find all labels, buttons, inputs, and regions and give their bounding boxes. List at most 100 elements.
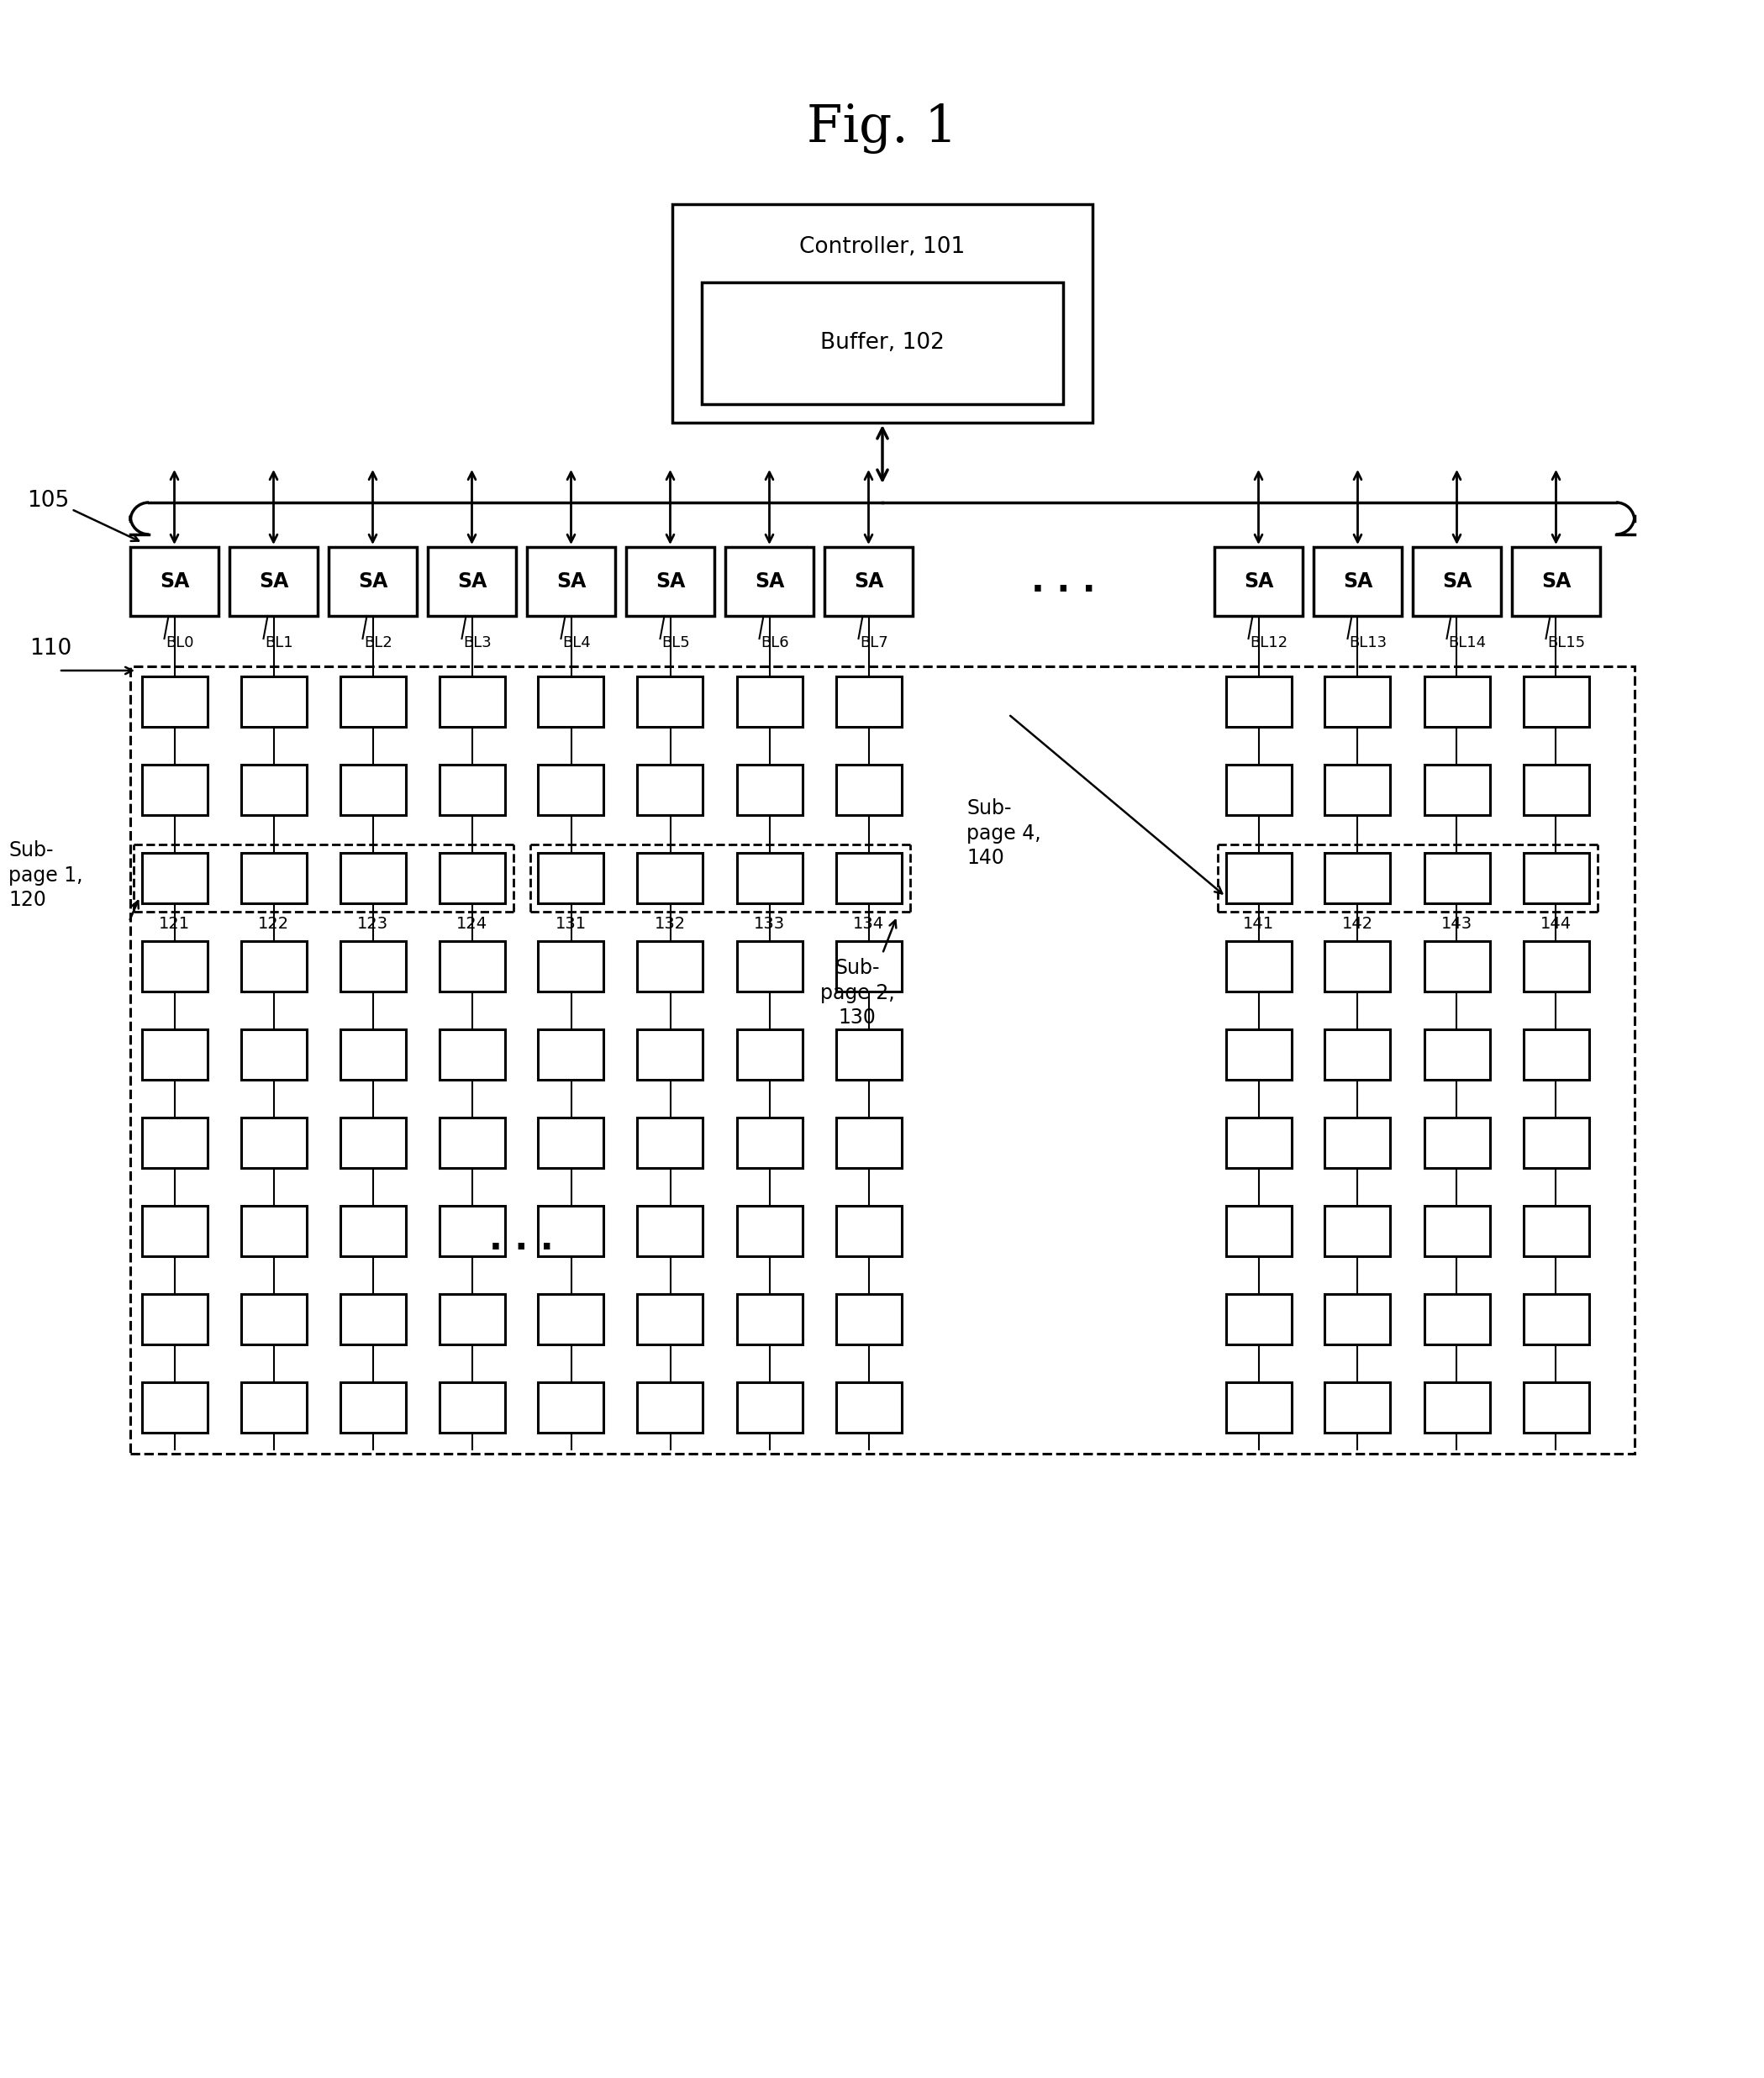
Text: BL13: BL13 xyxy=(1349,636,1387,650)
Bar xyxy=(1214,547,1302,615)
Bar xyxy=(340,1205,406,1257)
Text: BL7: BL7 xyxy=(861,636,889,650)
Bar xyxy=(836,1118,901,1168)
Bar xyxy=(1226,1029,1291,1081)
Text: 110: 110 xyxy=(30,638,72,659)
Bar xyxy=(836,1205,901,1257)
Bar xyxy=(737,765,803,815)
Bar xyxy=(141,765,206,815)
Bar xyxy=(1226,941,1291,991)
Text: BL6: BL6 xyxy=(760,636,789,650)
Bar xyxy=(1524,941,1589,991)
Text: SA: SA xyxy=(1441,571,1471,592)
Bar xyxy=(1325,852,1390,904)
Bar xyxy=(1226,677,1291,727)
Bar xyxy=(340,1295,406,1344)
Bar xyxy=(1424,1382,1489,1432)
Bar xyxy=(439,852,505,904)
Text: SA: SA xyxy=(1542,571,1572,592)
Bar xyxy=(1226,765,1291,815)
Bar xyxy=(439,1118,505,1168)
Bar xyxy=(538,852,603,904)
Bar xyxy=(439,677,505,727)
Bar xyxy=(527,547,616,615)
Text: SA: SA xyxy=(854,571,884,592)
Bar xyxy=(637,1029,704,1081)
Text: BL5: BL5 xyxy=(662,636,690,650)
Bar xyxy=(240,677,307,727)
Text: SA: SA xyxy=(259,571,289,592)
Text: 133: 133 xyxy=(753,916,785,931)
Text: BL1: BL1 xyxy=(265,636,293,650)
Bar xyxy=(1512,547,1600,615)
Bar xyxy=(1226,1118,1291,1168)
Bar xyxy=(1325,1029,1390,1081)
Bar xyxy=(672,204,1092,422)
Bar xyxy=(1524,765,1589,815)
Bar xyxy=(1424,1029,1489,1081)
Bar xyxy=(737,677,803,727)
Text: 121: 121 xyxy=(159,916,191,931)
Text: SA: SA xyxy=(556,571,586,592)
Bar xyxy=(439,1029,505,1081)
Text: 141: 141 xyxy=(1244,916,1274,931)
Bar xyxy=(637,677,704,727)
Text: Controller, 101: Controller, 101 xyxy=(799,237,965,258)
Bar xyxy=(737,1029,803,1081)
Bar xyxy=(141,1029,206,1081)
Bar xyxy=(240,1029,307,1081)
Bar xyxy=(1424,941,1489,991)
Text: 123: 123 xyxy=(356,916,388,931)
Bar xyxy=(240,1382,307,1432)
Bar xyxy=(1413,547,1501,615)
Bar xyxy=(538,1295,603,1344)
Bar xyxy=(538,765,603,815)
Bar xyxy=(1424,765,1489,815)
Bar xyxy=(1325,1205,1390,1257)
Bar xyxy=(1325,1295,1390,1344)
Bar xyxy=(836,941,901,991)
Bar xyxy=(439,1205,505,1257)
Bar xyxy=(737,1205,803,1257)
Text: SA: SA xyxy=(656,571,684,592)
Bar xyxy=(824,547,912,615)
Bar xyxy=(538,1205,603,1257)
Text: SA: SA xyxy=(457,571,487,592)
Bar xyxy=(737,852,803,904)
Text: 144: 144 xyxy=(1540,916,1572,931)
Bar xyxy=(427,547,517,615)
Bar xyxy=(637,1295,704,1344)
Text: BL0: BL0 xyxy=(166,636,194,650)
Bar xyxy=(141,1118,206,1168)
Bar xyxy=(240,1295,307,1344)
Bar xyxy=(1325,941,1390,991)
Bar xyxy=(1424,677,1489,727)
Bar xyxy=(240,941,307,991)
Bar xyxy=(725,547,813,615)
Bar xyxy=(637,941,704,991)
Text: BL2: BL2 xyxy=(365,636,393,650)
Bar xyxy=(1524,677,1589,727)
Bar xyxy=(1226,1382,1291,1432)
Bar xyxy=(836,1029,901,1081)
Bar xyxy=(538,1029,603,1081)
Bar xyxy=(1226,1205,1291,1257)
Bar xyxy=(240,1205,307,1257)
Bar xyxy=(702,283,1064,405)
Bar xyxy=(439,765,505,815)
Bar xyxy=(340,765,406,815)
Bar xyxy=(340,941,406,991)
Bar xyxy=(340,1118,406,1168)
Bar xyxy=(141,852,206,904)
Bar xyxy=(439,1382,505,1432)
Text: 131: 131 xyxy=(556,916,587,931)
Bar xyxy=(737,1295,803,1344)
Bar xyxy=(538,1382,603,1432)
Text: 124: 124 xyxy=(457,916,487,931)
Bar xyxy=(1325,1382,1390,1432)
Text: . . .: . . . xyxy=(1032,563,1095,598)
Text: SA: SA xyxy=(358,571,388,592)
Bar xyxy=(836,1295,901,1344)
Text: . . .: . . . xyxy=(489,1222,554,1257)
Bar xyxy=(626,547,714,615)
